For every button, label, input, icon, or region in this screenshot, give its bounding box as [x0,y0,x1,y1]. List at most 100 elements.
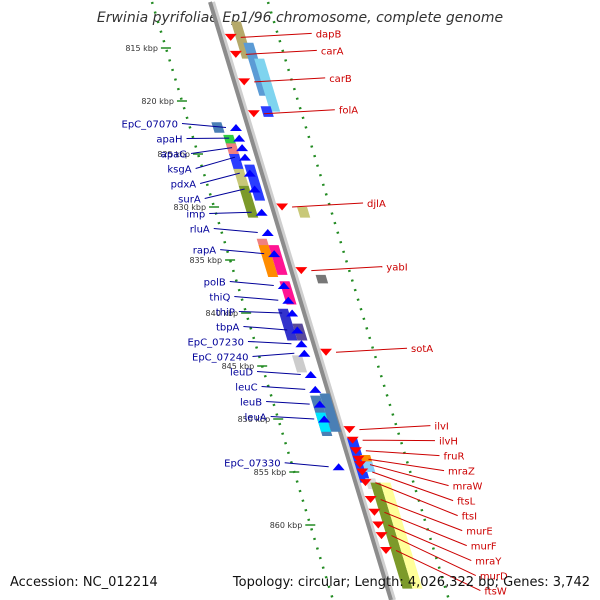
kbp-label: 850 kbp [238,415,271,424]
gene-label-leua: leuA [245,412,267,423]
leader-line-reverse [247,340,292,345]
gene-arrow-reverse [332,463,345,471]
gene-arrow-reverse [309,385,322,393]
gene-arrow-forward [349,447,362,455]
leader-line-reverse [195,156,236,169]
feature-block [260,106,274,117]
leader-line-reverse [213,228,258,233]
leader-line-reverse [190,147,233,154]
gene-arrow-forward [295,267,308,275]
gene-label-murf: murF [471,542,497,553]
gene-label-thiq: thiQ [209,292,230,303]
gene-label-leud: leuD [230,367,253,378]
gene-arrow-forward [343,426,356,434]
gene-label-rapa: rapA [193,246,217,257]
gene-arrow-reverse [318,415,331,423]
leader-line-reverse [204,188,245,199]
gene-label-leuc: leuC [235,382,257,393]
feature-block [233,168,249,186]
gene-arrow-forward [229,50,242,58]
gene-label-ilvh: ilvH [439,437,458,448]
kbp-label: 830 kbp [173,203,206,212]
gene-label-polb: polB [204,277,226,288]
gene-arrow-forward [238,78,251,86]
feature-block [225,143,240,157]
gene-arrow-reverse [282,296,295,304]
leader-line-reverse [261,385,306,390]
leader-line-reverse [252,352,295,357]
gene-arrow-forward [276,203,289,211]
kbp-label: 845 kbp [222,362,255,371]
gene-arrow-forward [375,532,388,540]
gene-arrow-reverse [248,185,261,193]
gene-label-mray: mraY [475,557,502,568]
feature-block [297,207,311,218]
leader-line-forward [335,347,408,353]
leader-line-reverse [238,310,283,314]
gene-arrow-forward [346,436,359,444]
kbp-label: 815 kbp [125,44,158,53]
leader-line-reverse [256,370,301,375]
gene-label-murd: murD [480,572,508,583]
leader-line-forward [359,425,431,431]
feature-block [254,58,281,112]
leader-line-forward [372,471,454,502]
leader-line-forward [380,499,463,532]
leader-line-forward [388,524,472,562]
leader-line-reverse [243,325,288,331]
gene-arrow-reverse [286,309,299,317]
gene-arrows [224,33,392,554]
backbone-shadow [211,1,396,600]
gene-label-yabi: yabI [386,263,407,274]
gene-arrow-forward [352,455,365,463]
leader-line-reverse [209,211,252,214]
feature-block [315,274,329,284]
gene-arrow-reverse [238,153,251,161]
gene-arrow-reverse [233,134,246,142]
gene-label-rlua: rluA [190,225,210,236]
gene-arrow-reverse [229,124,242,131]
gene-label-cara: carA [321,46,344,57]
kbp-label: 825 kbp [157,150,190,159]
feature-block [211,122,225,133]
accession-label: Accession: NC_012214 [10,575,158,590]
leader-line-forward [384,511,467,547]
gene-arrow-forward [320,348,333,356]
gene-arrow-reverse [261,228,274,236]
kbp-label: 855 kbp [254,468,287,477]
gene-arrow-reverse [313,400,326,408]
map-title: Erwinia pyrifoliae Ep1/96 chromosome, co… [96,10,504,26]
gene-label-fola: folA [339,106,358,117]
gene-label-leub: leuB [240,397,262,408]
label-leader-lines [181,32,481,592]
leader-line-forward [311,266,383,272]
backbone-line [208,1,393,600]
leader-line-forward [254,77,326,83]
gene-arrow-forward [372,521,385,529]
gene-label-carb: carB [329,74,352,85]
gene-label-ftsw: ftsW [484,587,506,598]
gene-label-ftsl: ftsL [457,497,475,508]
gene-label-sota: sotA [411,344,433,355]
gene-label-mraw: mraW [453,482,483,493]
kbp-label: 820 kbp [141,97,174,106]
gene-arrow-forward [364,496,377,504]
leader-line-reverse [220,249,265,255]
leader-line-forward [292,202,364,208]
leader-line-reverse [200,172,240,184]
gene-label-ftsi: ftsI [462,512,477,523]
gene-label-pdxa: pdxA [171,180,197,191]
gene-arrow-reverse [236,144,249,152]
leader-line-forward [365,450,440,457]
gene-label-mure: murE [466,527,493,538]
gene-arrow-forward [359,479,372,487]
gene-arrow-reverse [243,169,256,177]
leader-line-reverse [270,415,315,420]
gene-label-apah: apaH [156,135,182,146]
kbp-label: 840 kbp [206,309,239,318]
gene-label-djla: djlA [367,199,386,210]
gene-arrow-forward [354,461,367,469]
leader-line-reverse [229,280,274,286]
gene-arrow-forward [368,508,381,516]
